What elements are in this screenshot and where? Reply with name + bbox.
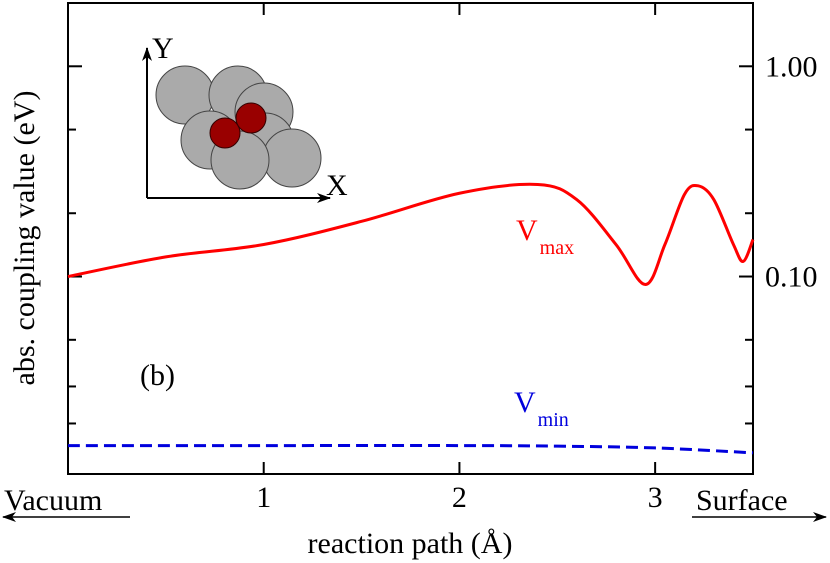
y-tick-label: 1.00	[765, 50, 818, 83]
x-tick-label: 1	[256, 481, 271, 514]
series-label-sub: max	[540, 237, 574, 259]
x-tick-label: 3	[648, 481, 663, 514]
atom-red	[235, 102, 267, 134]
right-end-label: Surface	[696, 484, 788, 517]
plot-frame	[67, 2, 754, 475]
inset-y-label: Y	[152, 32, 174, 65]
series-label: Vmax	[516, 214, 574, 259]
series-label: Vmin	[514, 386, 569, 431]
series-label-main: V	[516, 214, 538, 247]
series-label-sub: min	[538, 409, 569, 431]
left-end-label: Vacuum	[4, 484, 102, 517]
atom-red	[209, 117, 241, 149]
y-tick-label: 0.10	[765, 261, 818, 294]
series-label-main: V	[514, 386, 536, 419]
inset-x-label: X	[326, 169, 348, 202]
annotation: (b)	[140, 359, 175, 392]
series-line	[67, 182, 755, 287]
x-axis-label: reaction path (Å)	[308, 527, 513, 560]
y-axis-label: abs. coupling value (eV)	[8, 91, 41, 386]
inset: Y X	[142, 32, 348, 203]
series-line	[68, 444, 754, 455]
x-tick-label: 2	[452, 481, 467, 514]
